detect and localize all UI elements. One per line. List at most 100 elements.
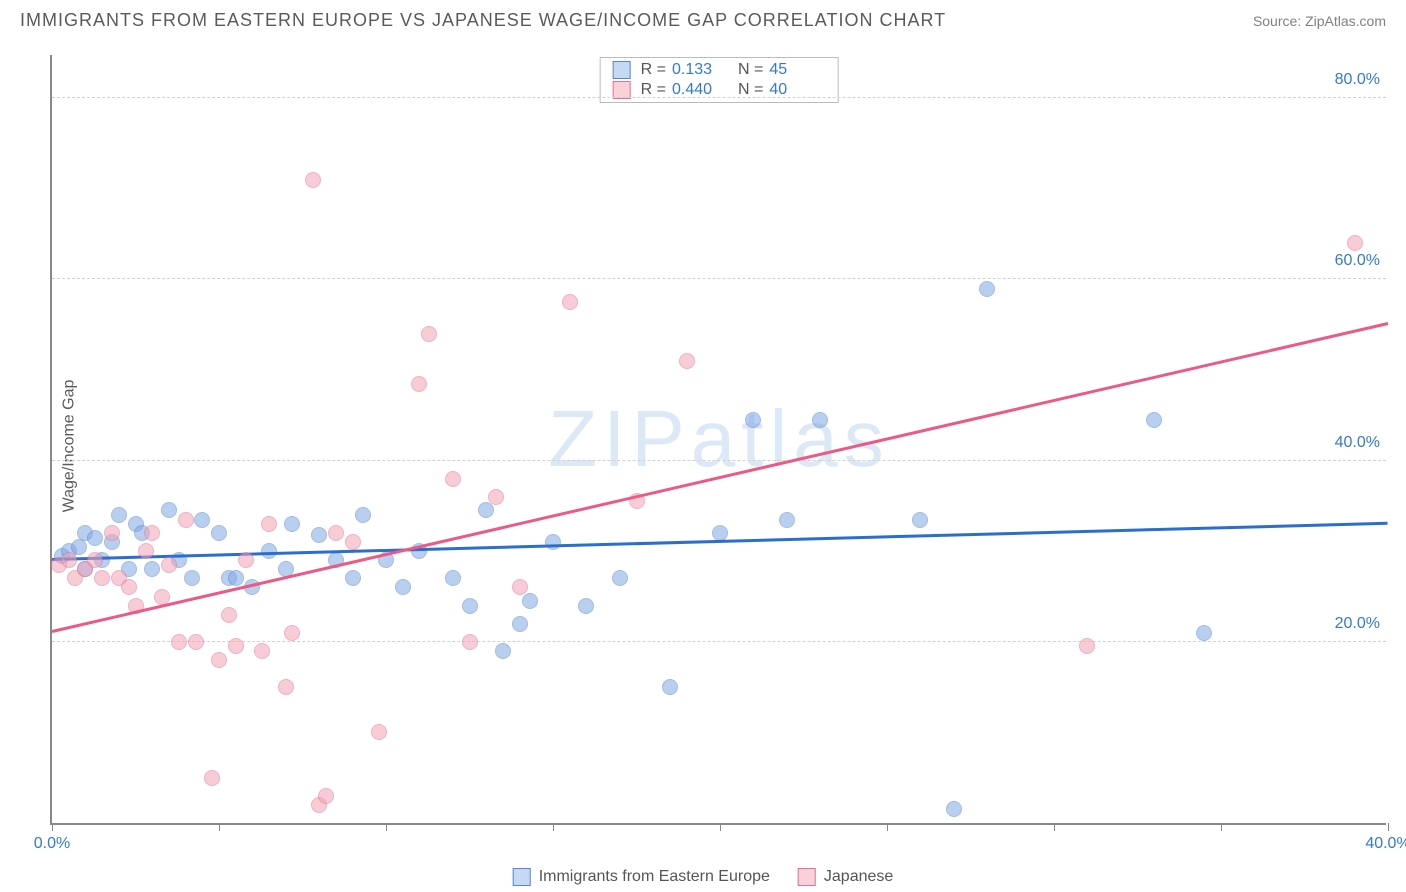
- grid-line: [52, 460, 1386, 461]
- x-tick: [386, 823, 387, 831]
- series-legend: Immigrants from Eastern Europe Japanese: [513, 868, 894, 886]
- data-point: [912, 512, 928, 528]
- y-tick-label: 60.0%: [1335, 252, 1386, 270]
- data-point: [946, 801, 962, 817]
- data-point: [411, 376, 427, 392]
- data-point: [545, 534, 561, 550]
- header: IMMIGRANTS FROM EASTERN EUROPE VS JAPANE…: [0, 0, 1406, 31]
- data-point: [562, 294, 578, 310]
- x-tick: [720, 823, 721, 831]
- trend-line: [52, 322, 1389, 632]
- data-point: [612, 570, 628, 586]
- data-point: [87, 552, 103, 568]
- data-point: [979, 281, 995, 297]
- data-point: [478, 502, 494, 518]
- data-point: [1347, 235, 1363, 251]
- y-tick-label: 40.0%: [1335, 434, 1386, 452]
- data-point: [679, 353, 695, 369]
- r-label: R =: [641, 81, 666, 99]
- data-point: [144, 525, 160, 541]
- data-point: [261, 516, 277, 532]
- data-point: [221, 607, 237, 623]
- data-point: [94, 570, 110, 586]
- data-point: [355, 507, 371, 523]
- data-point: [512, 616, 528, 632]
- x-tick-label: 40.0%: [1365, 835, 1406, 853]
- data-point: [254, 643, 270, 659]
- n-value: 40: [769, 81, 825, 99]
- data-point: [121, 579, 137, 595]
- data-point: [812, 412, 828, 428]
- legend-swatch: [798, 868, 816, 886]
- legend-label: Immigrants from Eastern Europe: [539, 868, 770, 886]
- data-point: [211, 652, 227, 668]
- data-point: [512, 579, 528, 595]
- legend-label: Japanese: [824, 868, 893, 886]
- data-point: [1196, 625, 1212, 641]
- data-point: [211, 525, 227, 541]
- data-point: [278, 679, 294, 695]
- y-tick-label: 20.0%: [1335, 615, 1386, 633]
- data-point: [495, 643, 511, 659]
- data-point: [104, 525, 120, 541]
- stats-legend: R =0.133N =45R =0.440N =40: [600, 57, 839, 103]
- data-point: [228, 570, 244, 586]
- data-point: [238, 552, 254, 568]
- x-tick-label: 0.0%: [34, 835, 70, 853]
- data-point: [488, 489, 504, 505]
- grid-line: [52, 278, 1386, 279]
- legend-item: Immigrants from Eastern Europe: [513, 868, 770, 886]
- data-point: [284, 516, 300, 532]
- r-label: R =: [641, 61, 666, 79]
- watermark: ZIPatlas: [548, 393, 889, 485]
- data-point: [178, 512, 194, 528]
- data-point: [61, 552, 77, 568]
- x-tick: [1221, 823, 1222, 831]
- data-point: [421, 326, 437, 342]
- legend-swatch: [613, 81, 631, 99]
- legend-swatch: [513, 868, 531, 886]
- data-point: [345, 570, 361, 586]
- data-point: [522, 593, 538, 609]
- data-point: [445, 471, 461, 487]
- data-point: [345, 534, 361, 550]
- x-tick: [219, 823, 220, 831]
- n-label: N =: [738, 61, 763, 79]
- stats-row: R =0.133N =45: [613, 60, 826, 80]
- data-point: [445, 570, 461, 586]
- x-tick: [553, 823, 554, 831]
- data-point: [194, 512, 210, 528]
- data-point: [161, 502, 177, 518]
- data-point: [311, 527, 327, 543]
- data-point: [779, 512, 795, 528]
- data-point: [745, 412, 761, 428]
- data-point: [184, 570, 200, 586]
- data-point: [284, 625, 300, 641]
- data-point: [138, 543, 154, 559]
- scatter-chart: ZIPatlas R =0.133N =45R =0.440N =40 20.0…: [50, 55, 1386, 825]
- data-point: [161, 557, 177, 573]
- grid-line: [52, 97, 1386, 98]
- grid-line: [52, 641, 1386, 642]
- data-point: [144, 561, 160, 577]
- data-point: [371, 724, 387, 740]
- data-point: [111, 507, 127, 523]
- data-point: [462, 598, 478, 614]
- legend-swatch: [613, 61, 631, 79]
- y-tick-label: 80.0%: [1335, 71, 1386, 89]
- data-point: [462, 634, 478, 650]
- data-point: [204, 770, 220, 786]
- data-point: [87, 530, 103, 546]
- x-tick: [1388, 823, 1389, 831]
- data-point: [318, 788, 334, 804]
- data-point: [1079, 638, 1095, 654]
- data-point: [328, 525, 344, 541]
- n-value: 45: [769, 61, 825, 79]
- r-value: 0.440: [672, 81, 728, 99]
- x-tick: [52, 823, 53, 831]
- source-label: Source: ZipAtlas.com: [1253, 13, 1386, 29]
- data-point: [662, 679, 678, 695]
- legend-item: Japanese: [798, 868, 893, 886]
- n-label: N =: [738, 81, 763, 99]
- x-tick: [1054, 823, 1055, 831]
